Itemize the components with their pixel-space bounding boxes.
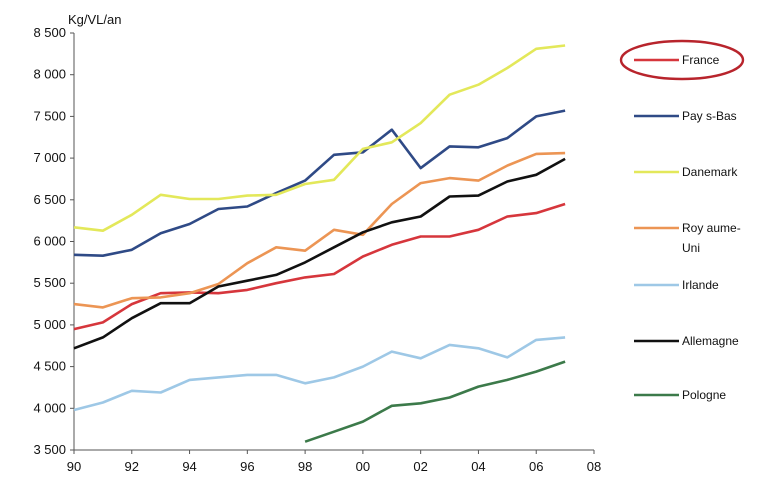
legend-item-danemark: Danemark [634,165,738,179]
x-tick-label: 04 [471,459,485,474]
x-tick-label: 02 [413,459,427,474]
y-axis-unit-label: Kg/VL/an [68,12,122,27]
highlight-ellipse [619,39,745,81]
series-line-pologne [304,360,566,443]
legend-label: Pologne [682,388,726,402]
x-tick-label: 08 [587,459,601,474]
y-tick-label: 7 000 [33,150,66,165]
legend-label: Irlande [682,278,719,292]
series-line-irlande [73,336,566,412]
legend: France Pay s-Bas Danemark Roy aume- Uni Irlan… [619,39,745,402]
y-tick-label: 5 500 [33,275,66,290]
series-line-allemagne [73,157,566,350]
legend-item-pays-bas: Pay s-Bas [634,109,737,123]
series-line-pays-bas [73,109,566,257]
axes [73,33,594,451]
legend-label: Danemark [682,165,738,179]
y-tick-label: 8 500 [33,25,66,40]
legend-label: Roy aume- [682,221,741,235]
x-tick-label: 90 [67,459,81,474]
y-tick-label: 7 500 [33,108,66,123]
y-tick-label: 8 000 [33,67,66,82]
legend-label: Pay s-Bas [682,109,737,123]
y-tick-label: 4 500 [33,359,66,374]
x-tick-label: 92 [125,459,139,474]
y-tick-label: 4 000 [33,400,66,415]
x-tick-label: 06 [529,459,543,474]
legend-item-irlande: Irlande [634,278,719,292]
legend-item-royaume-uni: Roy aume- Uni [634,221,741,255]
x-axis-ticks: 90 92 94 96 98 00 02 04 06 08 [67,450,601,474]
y-tick-label: 5 000 [33,317,66,332]
series-lines [73,44,566,443]
series-line-danemark [73,44,566,232]
x-tick-label: 94 [182,459,196,474]
legend-item-pologne: Pologne [634,388,726,402]
legend-label: Allemagne [682,334,739,348]
y-tick-label: 6 500 [33,192,66,207]
legend-label: France [682,53,720,67]
legend-item-allemagne: Allemagne [634,334,739,348]
x-tick-label: 96 [240,459,254,474]
y-tick-label: 6 000 [33,234,66,249]
y-axis-ticks: 3 500 4 000 4 500 5 000 5 500 6 000 6 500 7 000… [33,25,74,457]
series-line-royaume-uni [73,151,566,309]
x-tick-label: 00 [356,459,370,474]
legend-label: Uni [682,241,700,255]
legend-item-france: France [619,39,745,81]
x-tick-label: 98 [298,459,312,474]
y-tick-label: 3 500 [33,442,66,457]
series-line-france [73,202,566,331]
